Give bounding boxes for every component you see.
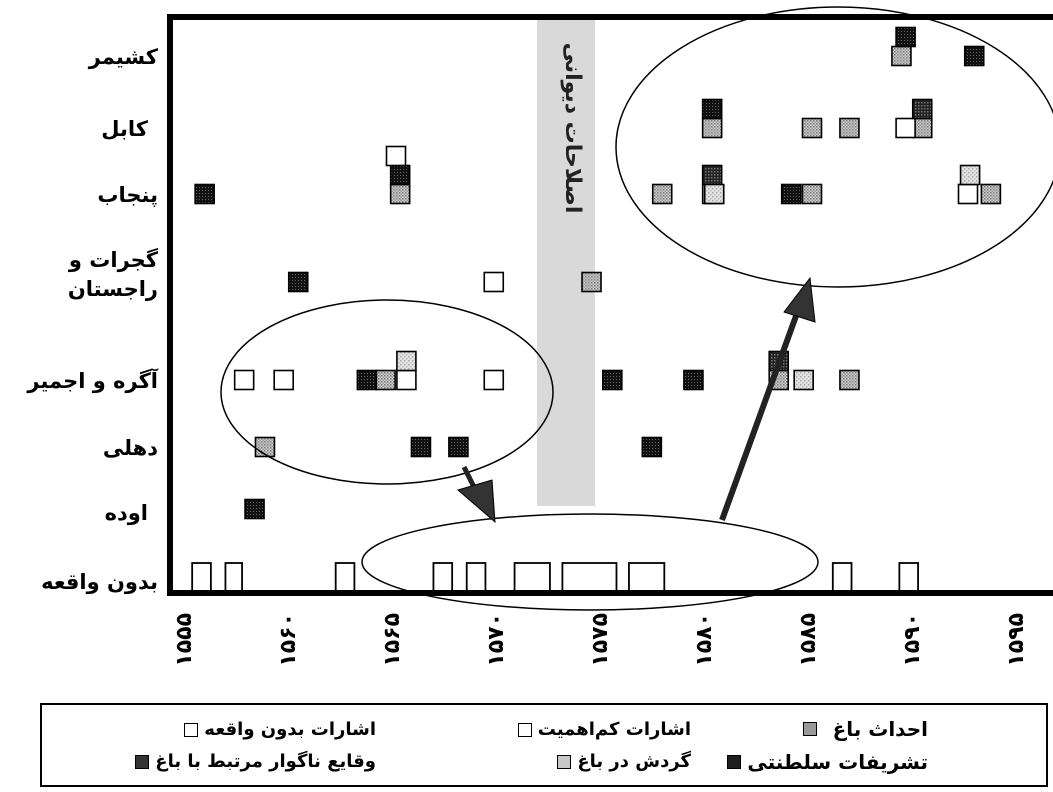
legend-swatch (517, 722, 532, 737)
marker-minor (273, 369, 294, 391)
plot-frame (167, 14, 1053, 596)
y-axis-label: بدون واقعه (41, 570, 158, 594)
x-tick-label: ۱۵۶۰ (276, 613, 301, 667)
marker-garden-building (801, 183, 823, 205)
x-tick-label: ۱۵۹۵ (1004, 613, 1029, 667)
bar-no-event (513, 562, 551, 594)
ellipse-right-cluster (615, 6, 1053, 288)
marker-garden-building (839, 117, 860, 139)
marker-ceremonies (895, 26, 916, 48)
marker-ceremonies (641, 436, 663, 458)
marker-garden-building (651, 183, 673, 205)
annotation-overlays (220, 6, 1053, 611)
marker-ceremonies (244, 498, 265, 520)
marker-ceremonies (389, 164, 411, 186)
ellipse-left-cluster (220, 299, 554, 485)
marker-minor (483, 271, 505, 293)
legend-item-garden-building: احداث باغ (802, 717, 928, 741)
x-tick-label: ۱۵۶۵ (380, 613, 405, 667)
marker-ceremonies (194, 183, 215, 205)
reform-band-label: اصلاحات دیوانی (560, 43, 585, 214)
marker-garden-building (701, 117, 723, 139)
plot-background (170, 17, 1053, 593)
legend-item-unpleasant: وقایع ناگوار مرتبط با باغ (135, 751, 376, 772)
marker-ceremonies (701, 98, 723, 120)
ellipse-bottom-cluster (361, 513, 819, 611)
marker-minor (396, 369, 417, 391)
marker-ceremonies (448, 436, 469, 458)
marker-ceremonies (683, 369, 704, 391)
arrow-head (456, 479, 496, 524)
x-tick-label: ۱۵۸۰ (692, 613, 717, 667)
y-axis-label: اوده (105, 501, 148, 525)
legend-label: اشارات کم‌اهمیت (537, 719, 691, 740)
marker-garden-walk (959, 164, 981, 186)
marker-ceremonies (602, 369, 623, 391)
marker-garden-walk (793, 369, 814, 391)
y-axis-label: آگره و اجمیر (26, 368, 158, 393)
bar-no-event (831, 562, 853, 594)
legend-item-ceremonies: تشریفات سلطنتی (727, 750, 928, 774)
bar-no-event (432, 562, 454, 594)
marker-garden-walk (703, 183, 725, 205)
x-tick-label: ۱۵۸۵ (796, 613, 821, 667)
marker-unpleasant (701, 164, 723, 186)
x-tick-label: ۱۵۷۰ (484, 613, 509, 667)
legend-swatch (135, 754, 150, 769)
y-axis-label: پنجاب (97, 183, 158, 207)
bar-no-event (628, 562, 666, 594)
marker-garden-building (801, 117, 823, 139)
bar-no-event (334, 562, 356, 594)
arrow-shaft (719, 303, 803, 522)
legend-label: وقایع ناگوار مرتبط با باغ (155, 751, 376, 772)
y-axis-label: کابل (101, 117, 149, 141)
arrow-head (783, 276, 816, 323)
marker-minor (233, 369, 255, 391)
marker-garden-building (581, 271, 602, 293)
legend-swatch (727, 755, 742, 769)
marker-minor (483, 369, 505, 391)
marker-minor (385, 145, 407, 167)
marker-minor (895, 117, 916, 139)
bar-no-event (191, 562, 212, 594)
legend: اشارات بدون واقعه اشارات کم‌اهمیت احداث … (40, 703, 1048, 787)
legend-item-no-event: اشارات بدون واقعه (184, 719, 376, 740)
marker-ceremonies (356, 369, 378, 391)
legend-item-garden-walk: گردش در باغ (557, 751, 691, 772)
legend-swatch (557, 754, 572, 769)
bar-no-event (224, 562, 243, 594)
legend-swatch (802, 722, 817, 736)
marker-garden-building (375, 369, 396, 391)
legend-label: اشارات بدون واقعه (204, 719, 376, 740)
legend-label: گردش در باغ (577, 751, 691, 772)
legend-label: تشریفات سلطنتی (747, 750, 928, 774)
marker-garden-building (891, 45, 912, 67)
marker-ceremonies (287, 271, 309, 293)
bar-no-event (561, 562, 618, 594)
y-axis-label: دهلی (103, 436, 158, 460)
legend-item-minor: اشارات کم‌اهمیت (517, 719, 691, 740)
y-axis-labels: کشیمر کابل پنجاب گجرات و راجستان آگره و اجمیر… (26, 45, 158, 594)
x-tick-label: ۱۵۹۰ (900, 613, 925, 667)
x-tick-label: ۱۵۵۵ (172, 613, 197, 667)
bar-no-event (898, 562, 919, 594)
marker-garden-building (389, 183, 411, 205)
marker-garden-walk (396, 350, 417, 372)
legend-label: احداث باغ (832, 717, 928, 741)
marker-ceremonies (780, 183, 802, 205)
reform-band (537, 20, 595, 506)
marker-garden-building (839, 369, 860, 391)
y-axis-label: کشیمر (88, 45, 159, 69)
x-tick-label: ۱۵۷۵ (588, 613, 613, 667)
marker-unpleasant (911, 98, 933, 120)
marker-minor (957, 183, 979, 205)
marker-garden-building (980, 183, 1002, 205)
marker-ceremonies (410, 436, 432, 458)
y-axis-label: گجرات و راجستان (68, 247, 159, 301)
legend-swatch (184, 722, 199, 737)
chart: اصلاحات دیوانی کشیمر کابل پنجاب گجرات و راجس… (26, 6, 1053, 667)
marker-ceremonies (963, 45, 985, 67)
bar-no-event (465, 562, 487, 594)
x-axis-tick-labels: ۱۵۵۵ ۱۵۶۰ ۱۵۶۵ ۱۵۷۰ ۱۵۷۵ ۱۵۸۰ ۱۵۸۵ ۱۵۹۰ ۱۵۹۵ (172, 613, 1029, 667)
